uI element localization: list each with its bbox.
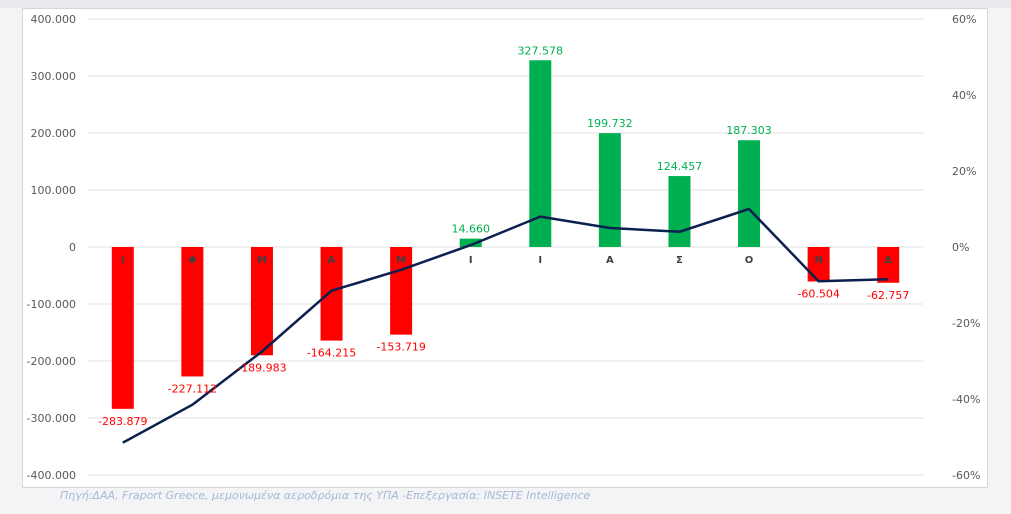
category-label: Α bbox=[328, 255, 336, 266]
category-label: Α bbox=[606, 255, 614, 266]
data-label: 199.732 bbox=[587, 117, 633, 130]
bar bbox=[807, 247, 830, 282]
y2-tick-label: 0% bbox=[952, 241, 969, 254]
data-label: 124.457 bbox=[657, 160, 703, 173]
axes: 400.000 300.000 200.000 100.000 0 -100.000 -20… bbox=[27, 13, 981, 482]
bar bbox=[459, 238, 482, 247]
category-label: Φ bbox=[188, 255, 197, 266]
bar bbox=[877, 247, 900, 283]
y2-tick-label: -20% bbox=[952, 317, 980, 330]
yoy-change-line bbox=[122, 207, 889, 444]
category-label: Ν bbox=[814, 255, 822, 266]
y2-tick-label: 20% bbox=[952, 165, 976, 178]
bar bbox=[181, 247, 204, 377]
data-label: -62.757 bbox=[867, 289, 909, 302]
data-label: -227.112 bbox=[168, 382, 217, 395]
y2-tick-label: 60% bbox=[952, 13, 976, 26]
y-tick-label: 400.000 bbox=[31, 13, 77, 26]
y2-tick-label: -40% bbox=[952, 393, 980, 406]
data-label: 14.660 bbox=[451, 223, 490, 236]
y-tick-label: -400.000 bbox=[27, 469, 76, 482]
y2-tick-label: 40% bbox=[952, 89, 976, 102]
bar bbox=[668, 176, 691, 247]
category-label: Μ bbox=[396, 255, 406, 266]
source-note: Πηγή:ΔΑΑ, Fraport Greece, μεμονωμένα αερ… bbox=[60, 489, 591, 502]
bar bbox=[598, 133, 621, 247]
y-tick-label: 0 bbox=[69, 241, 76, 254]
category-label: Ι bbox=[121, 255, 125, 266]
category-label: Δ bbox=[884, 255, 892, 266]
data-label: -164.215 bbox=[307, 347, 356, 360]
bar bbox=[529, 60, 552, 247]
gridlines bbox=[88, 18, 923, 476]
bar bbox=[111, 247, 134, 409]
category-label: Ο bbox=[745, 255, 754, 266]
bar bbox=[738, 140, 761, 247]
y-tick-label: 100.000 bbox=[31, 184, 77, 197]
bar bbox=[250, 247, 273, 356]
yoy-line bbox=[122, 207, 889, 444]
combo-chart: Ι -283.879 Φ -227.112 Μ -189.983 Α -164.215 Μ -15… bbox=[27, 13, 981, 482]
top-strip bbox=[0, 0, 1011, 8]
chart-frame: Ι -283.879 Φ -227.112 Μ -189.983 Α -164.215 Μ -15… bbox=[22, 8, 988, 488]
data-label: -60.504 bbox=[797, 287, 839, 300]
data-label: -189.983 bbox=[237, 361, 286, 374]
y-tick-label: -300.000 bbox=[27, 412, 76, 425]
y2-tick-label: -60% bbox=[952, 469, 980, 482]
y-tick-label: -200.000 bbox=[27, 355, 76, 368]
data-labels: Ι -283.879 Φ -227.112 Μ -189.983 Α -164.215 Μ -15… bbox=[98, 44, 909, 428]
bar bbox=[320, 247, 343, 341]
category-label: Ι bbox=[469, 255, 473, 266]
y-tick-label: -100.000 bbox=[27, 298, 76, 311]
data-label: -283.879 bbox=[98, 415, 147, 428]
y-tick-label: 300.000 bbox=[31, 70, 77, 83]
category-label: Σ bbox=[676, 255, 683, 266]
data-label: 187.303 bbox=[726, 124, 772, 137]
data-label: -153.719 bbox=[376, 341, 425, 354]
data-label: 327.578 bbox=[518, 44, 564, 57]
category-label: Ι bbox=[538, 255, 542, 266]
y-tick-label: 200.000 bbox=[31, 127, 77, 140]
bars bbox=[111, 60, 900, 409]
category-label: Μ bbox=[257, 255, 267, 266]
